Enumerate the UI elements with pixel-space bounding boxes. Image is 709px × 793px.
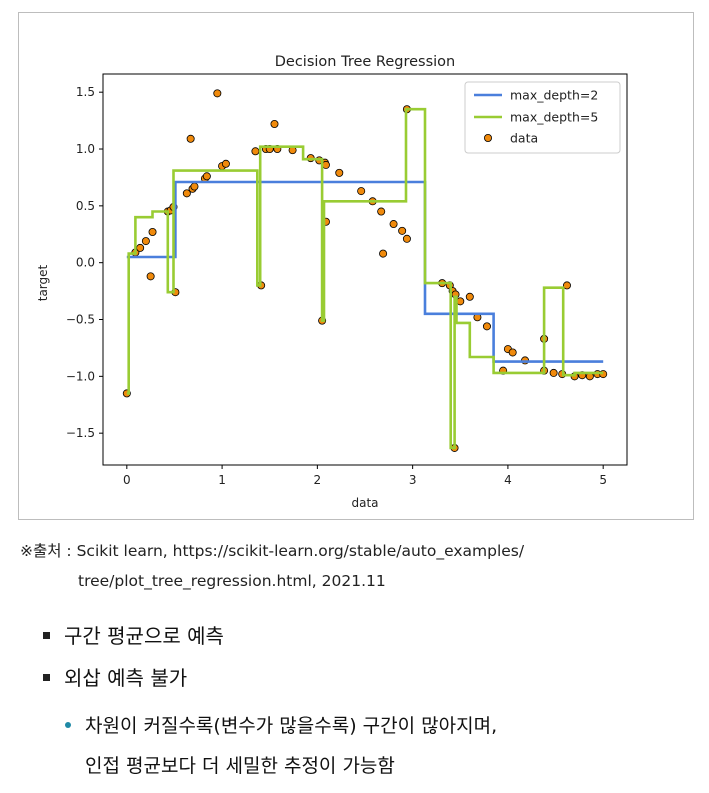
data-point	[251, 147, 260, 156]
x-axis-label: data	[351, 496, 378, 510]
dot-bullet-icon	[65, 721, 71, 728]
source-line-1: ※출처 : Scikit learn, https://scikit-learn…	[20, 542, 525, 560]
data-point	[221, 159, 230, 168]
x-tick-label: 3	[409, 473, 417, 487]
y-tick-label: 0.5	[76, 199, 95, 213]
bullet-item-1: 구간 평균으로 예측	[43, 620, 224, 649]
data-point	[148, 227, 157, 236]
data-point	[335, 168, 344, 177]
data-point	[190, 182, 199, 191]
plot-area: 0 1 2 3 4 5 −1.5 −1.0 −0.5 0.0 0.5 1.0 1.5	[66, 73, 628, 487]
x-tick-label: 4	[504, 473, 512, 487]
data-point	[402, 234, 411, 243]
source-caption: ※출처 : Scikit learn, https://scikit-learn…	[20, 536, 524, 596]
y-tick-label: −1.5	[66, 426, 95, 440]
bullet-text-2: 외삽 예측 불가	[64, 666, 188, 690]
data-point	[146, 272, 155, 281]
x-tick-label: 0	[123, 473, 131, 487]
data-point	[482, 322, 491, 331]
plot-frame	[102, 73, 628, 466]
square-bullet-icon	[43, 632, 50, 639]
legend-box	[464, 81, 621, 154]
y-tick-label: 0.0	[76, 256, 95, 270]
data-point	[379, 249, 388, 258]
legend-label-depth5: max_depth=5	[510, 110, 598, 125]
data-point	[389, 220, 398, 229]
data-point	[270, 120, 279, 129]
data-point	[141, 237, 150, 246]
data-point	[465, 292, 474, 301]
x-tick-label: 2	[314, 473, 322, 487]
square-bullet-icon	[43, 674, 50, 681]
y-tick-label: −0.5	[66, 313, 95, 327]
y-axis-label: target	[36, 264, 50, 301]
series-line-depth5	[126, 107, 604, 450]
legend-label-data: data	[510, 131, 538, 146]
legend-swatch-data	[483, 134, 492, 143]
data-point	[508, 348, 517, 357]
y-tick-label: 1.0	[76, 142, 95, 156]
data-point	[186, 134, 195, 143]
data-point	[398, 226, 407, 235]
bullet-item-2: 외삽 예측 불가	[43, 662, 187, 691]
x-tick-label: 5	[599, 473, 607, 487]
data-point	[182, 189, 191, 198]
sub-bullet-line-1: 차원이 커질수록(변수가 많을수록) 구간이 많아지며,	[85, 715, 498, 737]
legend: max_depth=2 max_depth=5 data	[464, 81, 621, 154]
data-point	[357, 187, 366, 196]
source-line-2: tree/plot_tree_regression.html, 2021.11	[78, 572, 386, 590]
legend-label-depth2: max_depth=2	[510, 88, 598, 103]
sub-bullet: 차원이 커질수록(변수가 많을수록) 구간이 많아지며, 인접 평균보다 더 세…	[65, 706, 497, 786]
sub-bullet-line-2: 인접 평균보다 더 세밀한 추정이 가능함	[85, 755, 395, 777]
data-point	[377, 207, 386, 216]
data-point	[321, 160, 330, 169]
data-point	[213, 89, 222, 98]
data-point	[136, 243, 145, 252]
data-point	[562, 281, 571, 290]
y-tick-label: 1.5	[76, 85, 95, 99]
data-point	[549, 368, 558, 377]
bullet-text-1: 구간 평균으로 예측	[64, 624, 224, 648]
chart-title: Decision Tree Regression	[275, 54, 455, 70]
y-tick-label: −1.0	[66, 369, 95, 383]
regression-chart: Decision Tree Regression data target 0 1 2…	[36, 54, 628, 510]
data-point	[202, 172, 211, 181]
x-tick-label: 1	[218, 473, 226, 487]
figure-frame: Decision Tree Regression data target 0 1 2…	[18, 12, 694, 520]
series-line-depth2	[126, 180, 604, 363]
